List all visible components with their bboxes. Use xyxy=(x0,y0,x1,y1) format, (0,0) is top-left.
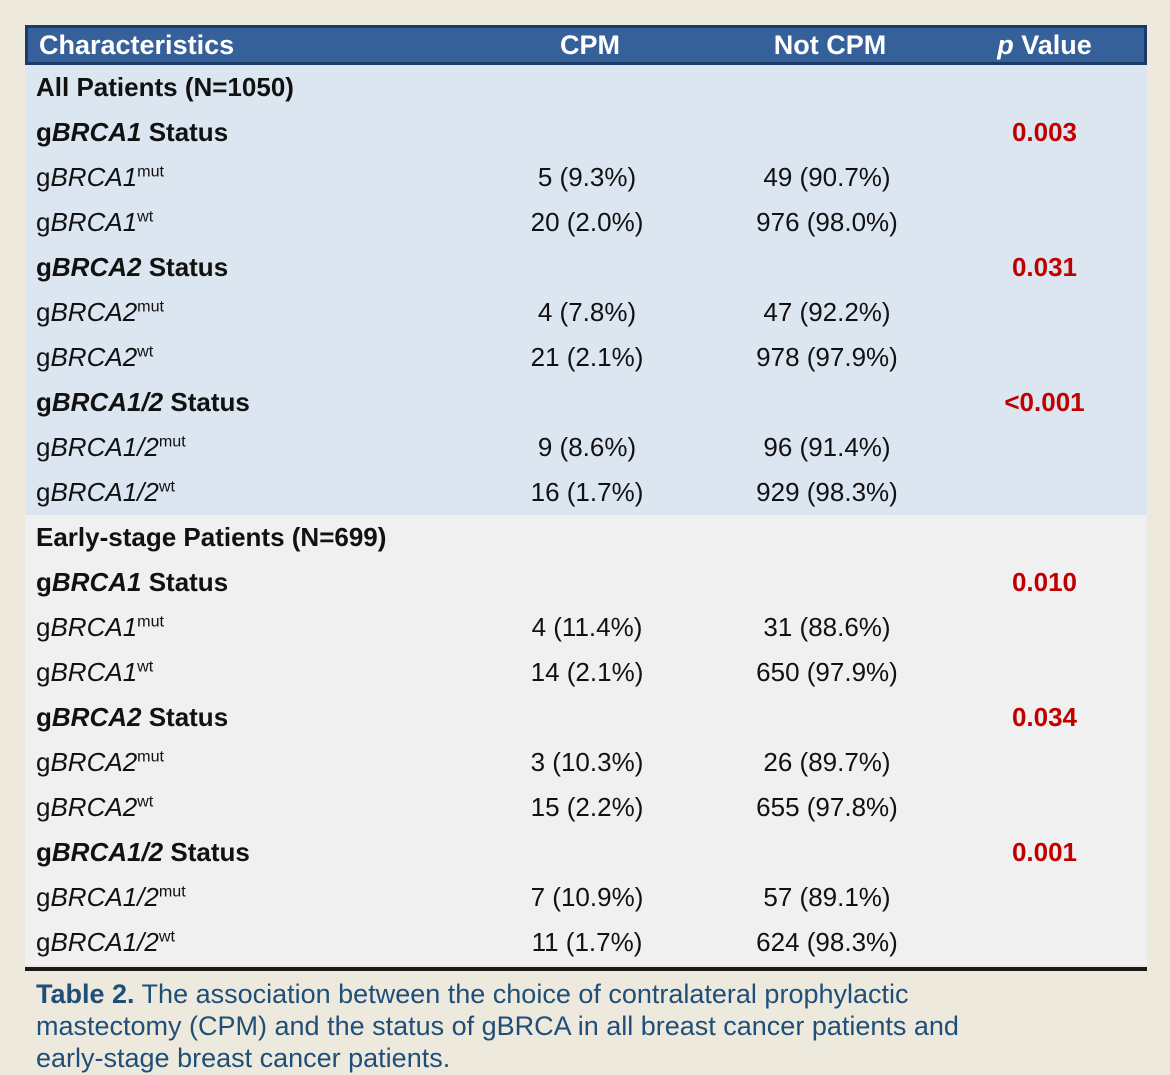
p-value: 0.010 xyxy=(1011,567,1078,597)
table-row: gBRCA2wt 15 (2.2%) 655 (97.8%) xyxy=(25,785,1147,830)
cell-not-cpm: 976 (98.0%) xyxy=(756,207,898,237)
table-header-row: Characteristics CPM Not CPM p Value xyxy=(25,25,1147,65)
cell-cpm: 7 (10.9%) xyxy=(530,882,644,912)
caption-line: mastectomy (CPM) and the status of gBRCA… xyxy=(36,1010,959,1041)
row-label: gBRCA1wt xyxy=(36,207,154,237)
status-row: gBRCA1/2 Status <0.001 xyxy=(25,380,1147,425)
header-p-value: p Value xyxy=(997,29,1092,60)
table-2: Characteristics CPM Not CPM p Value All … xyxy=(25,25,1147,1075)
table-row: gBRCA2wt 21 (2.1%) 978 (97.9%) xyxy=(25,335,1147,380)
section-all-patients: All Patients (N=1050) gBRCA1 Status 0.00… xyxy=(25,65,1147,515)
p-value: 0.001 xyxy=(1011,837,1078,867)
cell-not-cpm: 624 (98.3%) xyxy=(756,927,898,957)
row-label: gBRCA2mut xyxy=(36,747,165,777)
cell-not-cpm: 929 (98.3%) xyxy=(756,477,898,507)
p-value: 0.003 xyxy=(1011,117,1078,147)
header-cpm: CPM xyxy=(560,29,620,60)
cell-not-cpm: 96 (91.4%) xyxy=(763,432,891,462)
status-row: gBRCA2 Status 0.031 xyxy=(25,245,1147,290)
cell-not-cpm: 31 (88.6%) xyxy=(763,612,891,642)
section-title: All Patients (N=1050) xyxy=(36,72,294,102)
cell-cpm: 14 (2.1%) xyxy=(530,657,644,687)
table-caption: Table 2. The association between the cho… xyxy=(25,971,1147,1075)
section-early-stage-patients: Early-stage Patients (N=699) gBRCA1 Stat… xyxy=(25,515,1147,965)
row-label: gBRCA1/2wt xyxy=(36,927,175,957)
cell-cpm: 5 (9.3%) xyxy=(537,162,637,192)
cell-not-cpm: 47 (92.2%) xyxy=(763,297,891,327)
p-value: 0.031 xyxy=(1011,252,1078,282)
row-label: gBRCA2wt xyxy=(36,342,154,372)
cell-not-cpm: 655 (97.8%) xyxy=(756,792,898,822)
cell-cpm: 15 (2.2%) xyxy=(530,792,644,822)
cell-cpm: 20 (2.0%) xyxy=(530,207,644,237)
cell-not-cpm: 978 (97.9%) xyxy=(756,342,898,372)
table-row: gBRCA1/2mut 9 (8.6%) 96 (91.4%) xyxy=(25,425,1147,470)
row-label: gBRCA1mut xyxy=(36,162,165,192)
row-label: gBRCA1/2mut xyxy=(36,882,186,912)
caption-line: Table 2. The association between the cho… xyxy=(36,979,909,1009)
table-row: gBRCA1mut 5 (9.3%) 49 (90.7%) xyxy=(25,155,1147,200)
section-title: Early-stage Patients (N=699) xyxy=(36,522,387,552)
cell-cpm: 16 (1.7%) xyxy=(530,477,644,507)
cell-not-cpm: 57 (89.1%) xyxy=(763,882,891,912)
table-row: gBRCA1wt 14 (2.1%) 650 (97.9%) xyxy=(25,650,1147,695)
section-title-row: All Patients (N=1050) xyxy=(25,65,1147,110)
status-row: gBRCA1 Status 0.003 xyxy=(25,110,1147,155)
row-label: gBRCA2 Status xyxy=(36,702,229,732)
table-row: gBRCA1mut 4 (11.4%) 31 (88.6%) xyxy=(25,605,1147,650)
table-row: gBRCA1/2wt 11 (1.7%) 624 (98.3%) xyxy=(25,920,1147,965)
cell-cpm: 3 (10.3%) xyxy=(530,747,644,777)
cell-not-cpm: 650 (97.9%) xyxy=(756,657,898,687)
row-label: gBRCA1 Status xyxy=(36,117,229,147)
row-label: gBRCA2wt xyxy=(36,792,154,822)
status-row: gBRCA1/2 Status 0.001 xyxy=(25,830,1147,875)
status-row: gBRCA1 Status 0.010 xyxy=(25,560,1147,605)
header-characteristics: Characteristics xyxy=(39,29,235,60)
table-row: gBRCA1/2mut 7 (10.9%) 57 (89.1%) xyxy=(25,875,1147,920)
status-row: gBRCA2 Status 0.034 xyxy=(25,695,1147,740)
cell-cpm: 11 (1.7%) xyxy=(531,927,643,957)
table-row: gBRCA1wt 20 (2.0%) 976 (98.0%) xyxy=(25,200,1147,245)
table-row: gBRCA2mut 4 (7.8%) 47 (92.2%) xyxy=(25,290,1147,335)
cell-cpm: 9 (8.6%) xyxy=(537,432,637,462)
cell-cpm: 4 (7.8%) xyxy=(537,297,637,327)
row-label: gBRCA1/2 Status xyxy=(36,387,250,417)
cell-not-cpm: 26 (89.7%) xyxy=(763,747,891,777)
caption-divider xyxy=(25,967,1147,971)
p-value: <0.001 xyxy=(1004,387,1085,417)
p-value: 0.034 xyxy=(1011,702,1078,732)
row-label: gBRCA2mut xyxy=(36,297,165,327)
caption-line: early-stage breast cancer patients. xyxy=(36,1042,451,1073)
cell-cpm: 4 (11.4%) xyxy=(531,612,643,642)
row-label: gBRCA1mut xyxy=(36,612,165,642)
section-title-row: Early-stage Patients (N=699) xyxy=(25,515,1147,560)
table-row: gBRCA2mut 3 (10.3%) 26 (89.7%) xyxy=(25,740,1147,785)
row-label: gBRCA1/2wt xyxy=(36,477,175,507)
cell-not-cpm: 49 (90.7%) xyxy=(763,162,891,192)
row-label: gBRCA1wt xyxy=(36,657,154,687)
caption-label: Table 2. xyxy=(36,979,135,1009)
table-row: gBRCA1/2wt 16 (1.7%) 929 (98.3%) xyxy=(25,470,1147,515)
row-label: gBRCA1/2mut xyxy=(36,432,186,462)
row-label: gBRCA1 Status xyxy=(36,567,229,597)
header-not-cpm: Not CPM xyxy=(773,29,887,60)
row-label: gBRCA1/2 Status xyxy=(36,837,250,867)
row-label: gBRCA2 Status xyxy=(36,252,229,282)
cell-cpm: 21 (2.1%) xyxy=(530,342,644,372)
